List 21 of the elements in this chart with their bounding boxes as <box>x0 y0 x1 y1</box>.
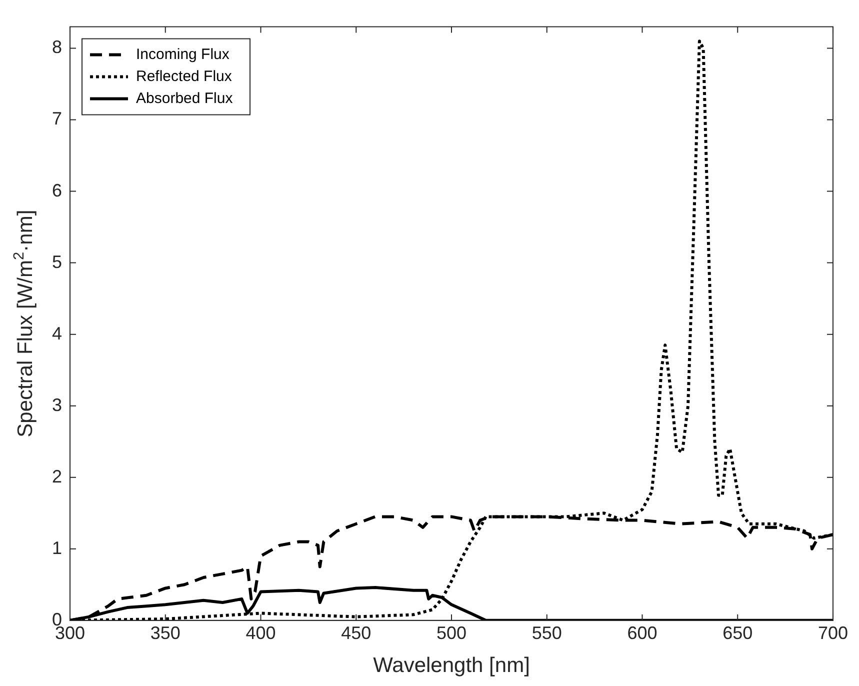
x-tick-label: 700 <box>818 623 848 644</box>
y-tick-label: 7 <box>52 108 62 129</box>
legend-label: Reflected Flux <box>136 68 232 85</box>
y-tick-label: 4 <box>52 323 62 344</box>
y-tick-label: 6 <box>52 180 62 200</box>
y-tick-label: 5 <box>52 252 62 272</box>
y-axis-title: Spectral Flux [W/m2·nm] <box>12 210 37 438</box>
legend-label: Incoming Flux <box>136 46 230 63</box>
x-tick-label: 600 <box>627 623 658 644</box>
y-tick-label: 8 <box>52 37 62 58</box>
x-tick-label: 350 <box>150 623 180 644</box>
y-tick-label: 2 <box>52 466 62 486</box>
x-tick-label: 500 <box>436 623 467 644</box>
x-tick-label: 650 <box>722 623 753 644</box>
x-tick-label: 450 <box>341 623 372 644</box>
legend-label: Absorbed Flux <box>136 90 234 107</box>
x-tick-label: 400 <box>246 623 276 644</box>
y-tick-label: 1 <box>52 538 62 558</box>
x-axis-title: Wavelength [nm] <box>373 654 530 677</box>
y-tick-label: 3 <box>52 394 62 415</box>
x-tick-label: 550 <box>532 623 562 644</box>
